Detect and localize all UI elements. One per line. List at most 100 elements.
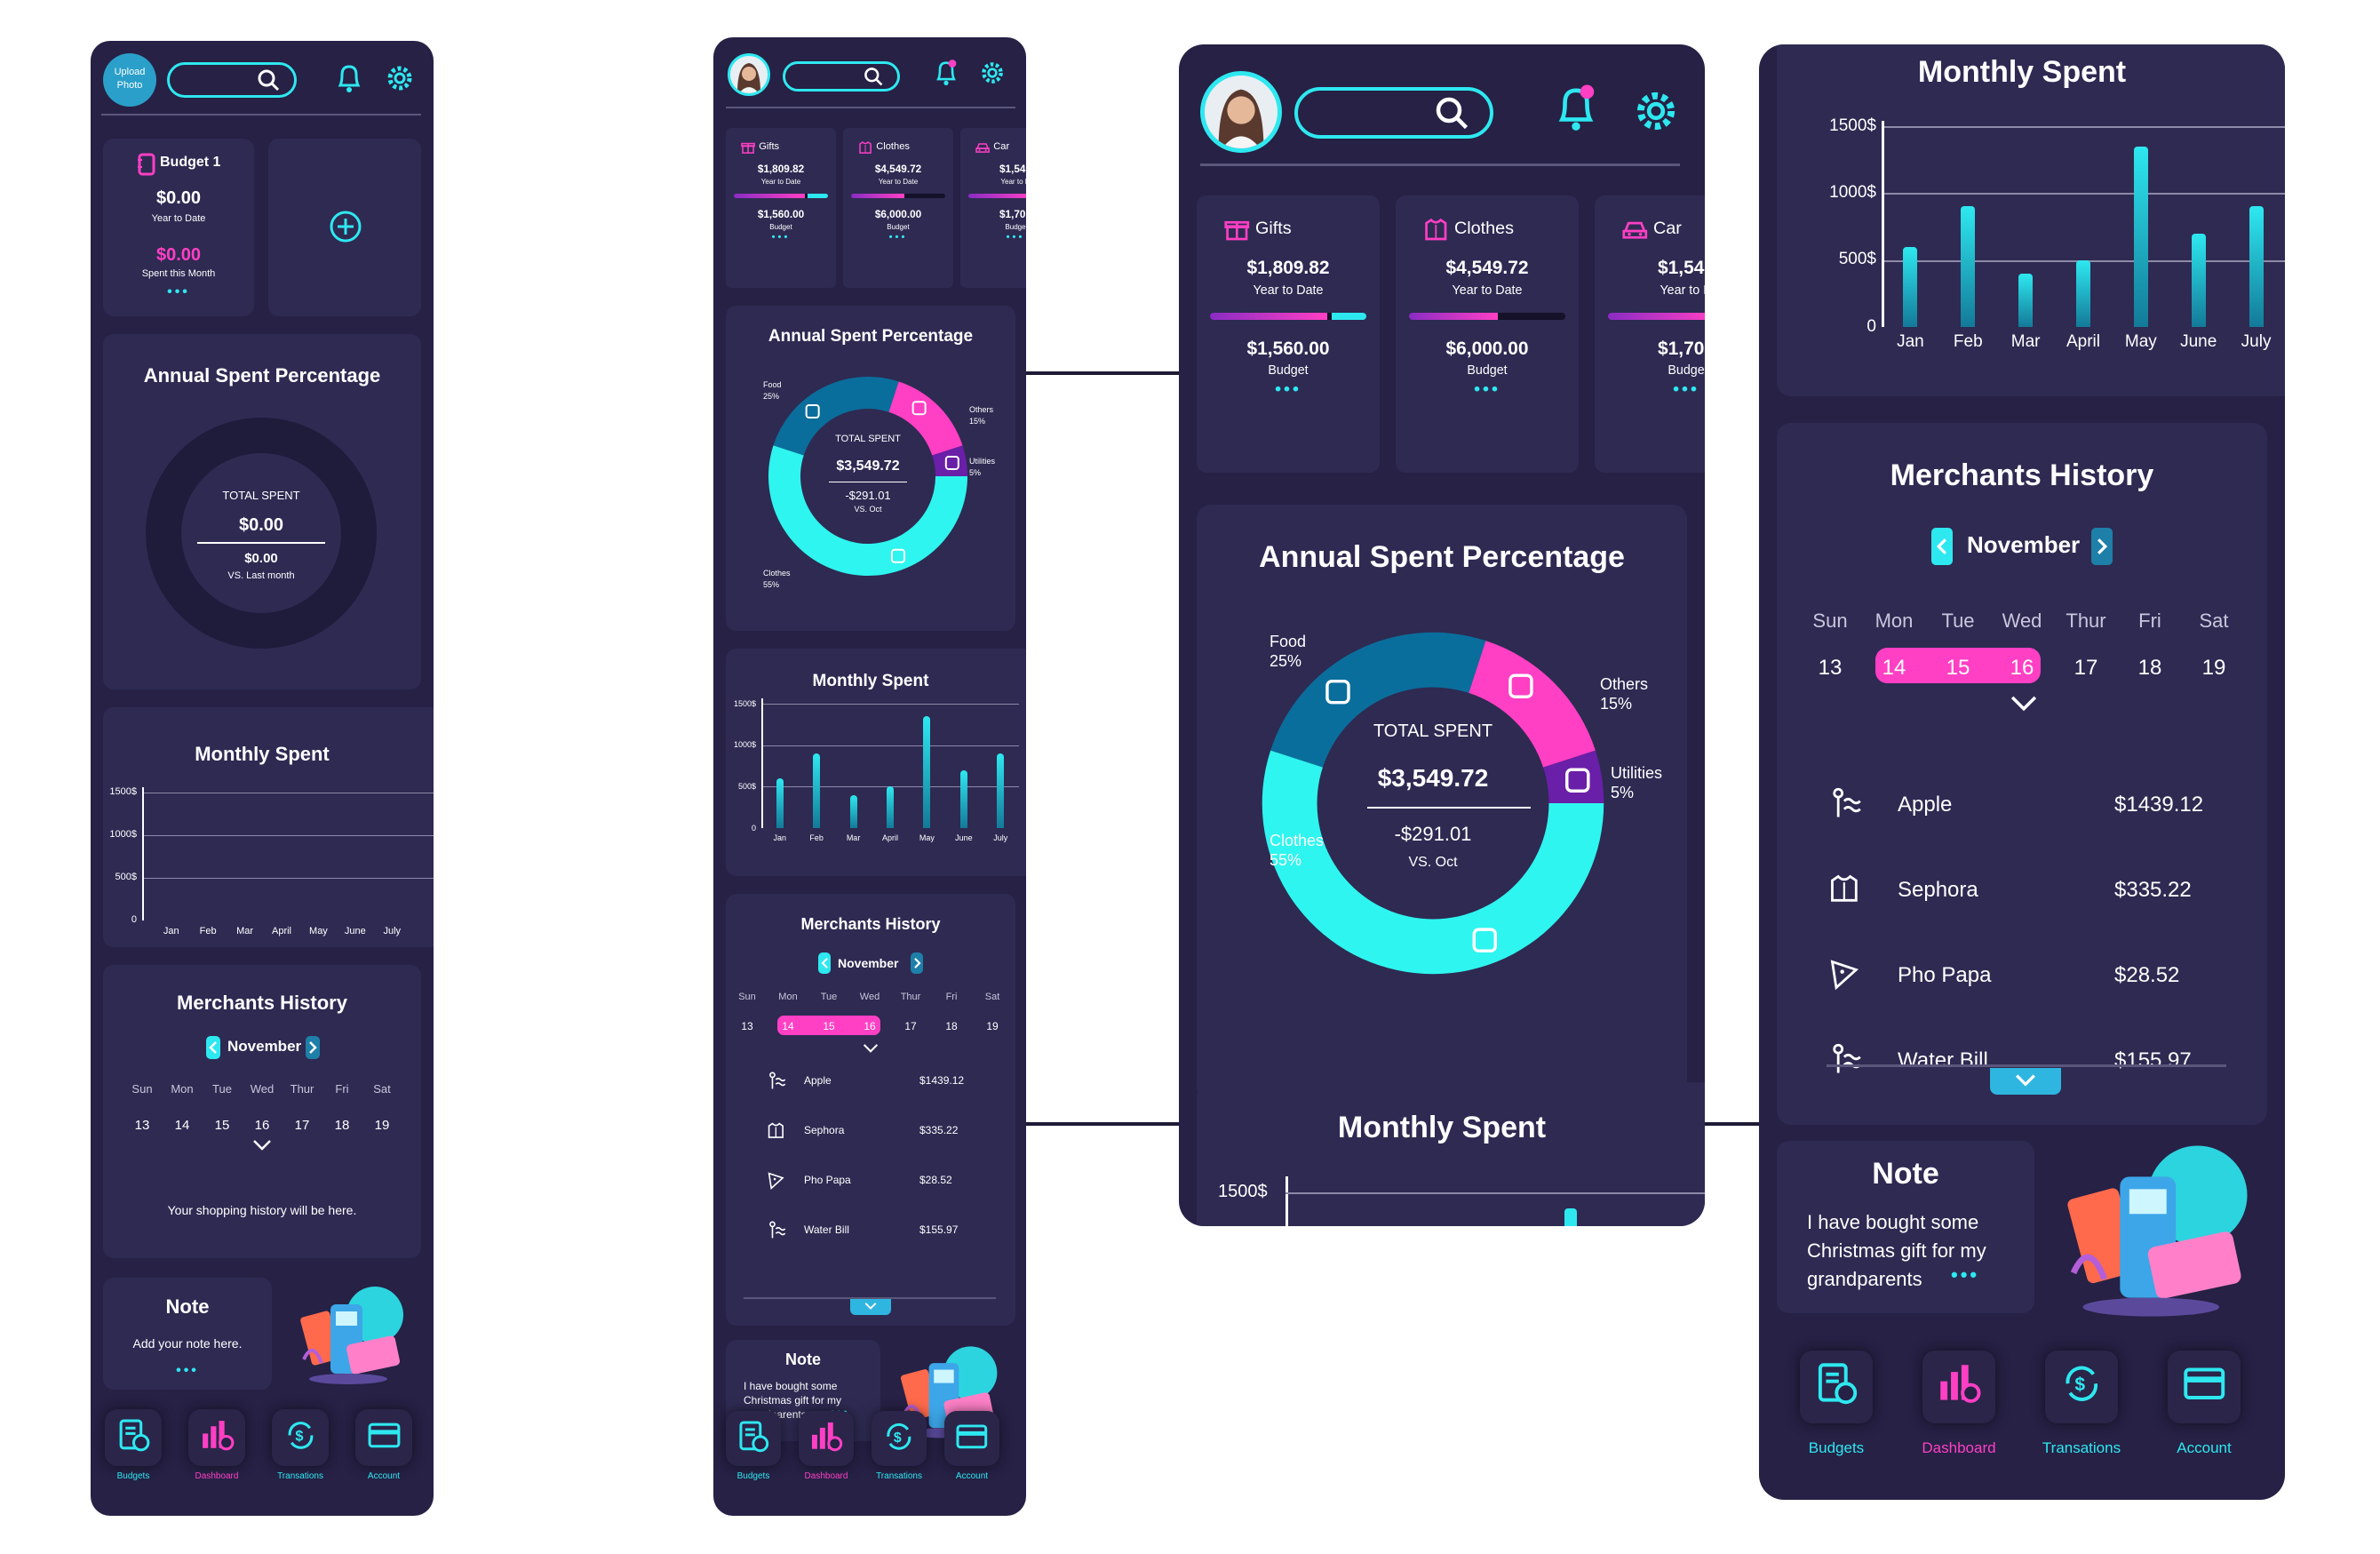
chart-bar[interactable] xyxy=(923,716,931,828)
gear-icon[interactable] xyxy=(980,60,1005,85)
search-input[interactable] xyxy=(1294,87,1493,139)
note-card[interactable]: Note I have bought some Christmas gift f… xyxy=(1777,1141,2034,1313)
calendar-date[interactable]: 19 xyxy=(2201,656,2226,680)
merchant-row[interactable]: Water Bill $155.97 xyxy=(1777,1043,2267,1125)
more-dots-icon[interactable]: ••• xyxy=(1951,1263,1980,1286)
chart-bar[interactable] xyxy=(2133,146,2148,327)
calendar-date[interactable]: 14 xyxy=(1882,656,1906,680)
chart-bar[interactable] xyxy=(2018,273,2034,327)
chart-bar[interactable] xyxy=(1903,246,1918,327)
prev-month-button[interactable] xyxy=(818,952,831,974)
budget-card-gifts[interactable]: Gifts $1,809.82 Year to Date $1,560.00 Budge… xyxy=(726,128,836,288)
more-dots-icon[interactable]: ••• xyxy=(176,1363,199,1378)
chevron-down-icon[interactable] xyxy=(252,1139,272,1152)
chart-bar[interactable] xyxy=(813,753,821,828)
upload-photo-button[interactable]: Upload Photo xyxy=(103,53,156,107)
budget-card-gifts[interactable]: Gifts $1,809.82 Year to Date $1,560.00 Budge… xyxy=(1197,195,1380,473)
calendar-date[interactable]: 13 xyxy=(1818,656,1843,680)
next-month-button[interactable] xyxy=(306,1036,320,1059)
note-card[interactable]: Note Add your note here. ••• xyxy=(103,1278,272,1390)
more-dots-icon[interactable]: ••• xyxy=(1275,379,1301,399)
calendar-date[interactable]: 17 xyxy=(904,1020,917,1032)
donut-segment-food[interactable] xyxy=(773,377,899,456)
donut-segment-utilities[interactable] xyxy=(1543,750,1604,803)
search-icon[interactable] xyxy=(1433,94,1470,131)
merchant-row[interactable]: Sephora $335.22 xyxy=(726,1121,1015,1171)
chart-bar[interactable] xyxy=(959,769,967,828)
chevron-down-icon[interactable] xyxy=(2010,695,2038,713)
budget-card[interactable]: Budget 1 $0.00 Year to Date $0.00 Spent … xyxy=(103,139,254,316)
nav-transations[interactable]: $ xyxy=(2045,1351,2118,1423)
next-month-button[interactable] xyxy=(911,952,923,974)
nav-account[interactable] xyxy=(944,1411,999,1466)
more-dots-icon[interactable]: ••• xyxy=(1474,379,1500,399)
calendar-date[interactable]: 16 xyxy=(864,1020,876,1032)
nav-account[interactable] xyxy=(2168,1351,2241,1423)
calendar-date[interactable]: 18 xyxy=(2137,656,2162,680)
merchant-row[interactable]: Apple $1439.12 xyxy=(726,1072,1015,1121)
prev-month-button[interactable] xyxy=(206,1036,220,1059)
nav-dashboard[interactable] xyxy=(799,1411,854,1466)
avatar[interactable] xyxy=(728,53,770,96)
merchant-row[interactable]: Sephora $335.22 xyxy=(1777,873,2267,958)
donut-segment-others[interactable] xyxy=(1469,641,1596,768)
budget-card-car[interactable]: Car $1,549 Year to D $1,700 Budge••• xyxy=(1595,195,1705,473)
calendar-date[interactable]: 14 xyxy=(174,1118,190,1133)
search-input[interactable] xyxy=(783,61,900,92)
nav-transations[interactable]: $ xyxy=(872,1411,927,1466)
add-budget-card[interactable] xyxy=(268,139,421,316)
donut-segment-clothes[interactable] xyxy=(768,445,967,576)
nav-dashboard[interactable] xyxy=(188,1409,245,1466)
nav-budgets[interactable] xyxy=(105,1409,162,1466)
gear-icon[interactable] xyxy=(386,64,414,92)
chart-bar[interactable] xyxy=(1961,206,1976,327)
calendar-date[interactable]: 15 xyxy=(1946,656,1970,680)
add-circle-icon[interactable] xyxy=(329,210,362,243)
calendar-date[interactable]: 18 xyxy=(334,1118,350,1133)
more-dots-icon[interactable]: ••• xyxy=(167,284,190,299)
expand-list-button[interactable] xyxy=(1990,1068,2061,1095)
calendar-date[interactable]: 13 xyxy=(741,1020,753,1032)
more-dots-icon[interactable]: ••• xyxy=(771,231,791,243)
search-icon[interactable] xyxy=(863,66,884,87)
calendar-date[interactable]: 16 xyxy=(254,1118,270,1133)
chevron-down-icon[interactable] xyxy=(863,1043,879,1054)
budget-card-clothes[interactable]: Clothes $4,549.72 Year to Date $6,000.00 Bud… xyxy=(1396,195,1579,473)
calendar-date[interactable]: 13 xyxy=(134,1118,150,1133)
calendar-date[interactable]: 17 xyxy=(294,1118,310,1133)
merchant-row[interactable]: Pho Papa $28.52 xyxy=(1777,958,2267,1043)
calendar-date[interactable]: 15 xyxy=(214,1118,230,1133)
budget-card-clothes[interactable]: Clothes $4,549.72 Year to Date $6,000.00 Bud… xyxy=(843,128,953,288)
chart-bar[interactable] xyxy=(2249,206,2264,327)
nav-budgets[interactable] xyxy=(1800,1351,1873,1423)
calendar-date[interactable]: 16 xyxy=(2010,656,2034,680)
merchant-row[interactable]: Water Bill $155.97 xyxy=(726,1221,1015,1271)
calendar-date[interactable]: 14 xyxy=(782,1020,794,1032)
next-month-button[interactable] xyxy=(2091,528,2113,565)
gear-icon[interactable] xyxy=(1634,89,1678,133)
search-input[interactable] xyxy=(167,62,297,98)
calendar-date[interactable]: 17 xyxy=(2074,656,2098,680)
more-dots-icon[interactable]: ••• xyxy=(1006,231,1025,243)
prev-month-button[interactable] xyxy=(1931,528,1953,565)
chart-bar[interactable] xyxy=(2191,233,2206,327)
chart-bar[interactable] xyxy=(849,794,857,828)
search-icon[interactable] xyxy=(256,68,281,92)
bell-icon[interactable] xyxy=(934,59,959,87)
chart-bar[interactable] xyxy=(997,753,1005,828)
donut-segment-clothes[interactable] xyxy=(1262,750,1604,975)
nav-dashboard[interactable] xyxy=(1922,1351,1995,1423)
more-dots-icon[interactable]: ••• xyxy=(888,231,908,243)
bell-icon[interactable] xyxy=(1554,84,1598,133)
chart-bar[interactable] xyxy=(776,778,784,828)
nav-transations[interactable]: $ xyxy=(272,1409,329,1466)
expand-list-button[interactable] xyxy=(850,1299,891,1315)
chart-bar[interactable] xyxy=(887,786,894,828)
nav-account[interactable] xyxy=(355,1409,412,1466)
merchant-row[interactable]: Apple $1439.12 xyxy=(1777,787,2267,873)
budget-card-car[interactable]: Car $1,549 Year to D $1,700 Budge••• xyxy=(960,128,1026,288)
calendar-date[interactable]: 19 xyxy=(986,1020,999,1032)
bell-icon[interactable] xyxy=(335,62,363,94)
merchant-row[interactable]: Pho Papa $28.52 xyxy=(726,1171,1015,1221)
calendar-date[interactable]: 19 xyxy=(374,1118,390,1133)
